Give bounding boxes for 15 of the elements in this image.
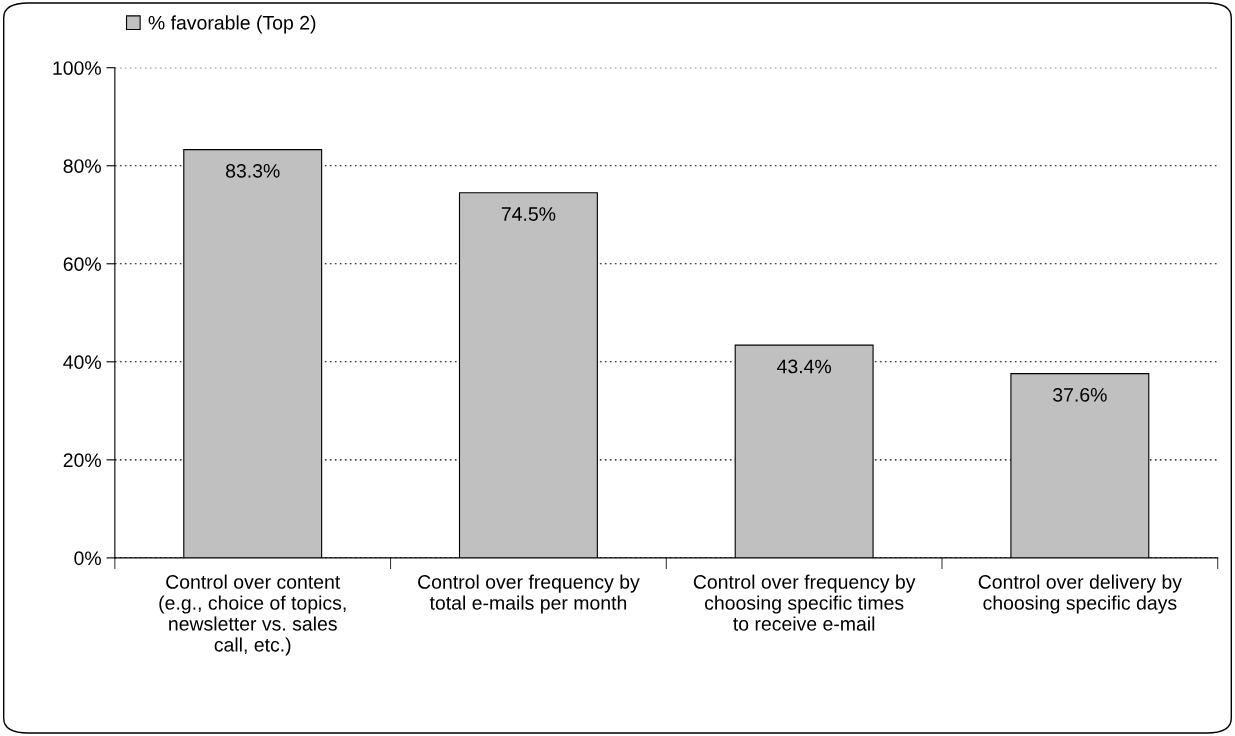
legend-label: % favorable (Top 2) bbox=[148, 15, 316, 34]
y-tick-label: 20% bbox=[63, 453, 101, 468]
x-tick-label: Control over frequency by choosing specific times to receive e-mail bbox=[693, 574, 916, 631]
text: 37.6% bbox=[1053, 387, 1107, 402]
y-tick-label: 0% bbox=[74, 551, 101, 566]
y-tick-label: 80% bbox=[63, 159, 101, 173]
x-tick-label: Control over delivery by choosing specific days bbox=[978, 574, 1182, 614]
y-tick-label: 40% bbox=[63, 355, 101, 370]
text: 74.5% bbox=[501, 207, 556, 221]
y-tick-label: 100% bbox=[53, 61, 101, 75]
x-tick-label: Control over frequency by total e-mails per month bbox=[418, 574, 640, 614]
text: 83.3% bbox=[225, 163, 280, 178]
x-tick-label: Control over content (e.g., choice of topics, newsletter vs. sales call, etc.) bbox=[159, 574, 346, 656]
text: 43.4% bbox=[777, 359, 832, 374]
y-tick-label: 60% bbox=[63, 257, 101, 272]
